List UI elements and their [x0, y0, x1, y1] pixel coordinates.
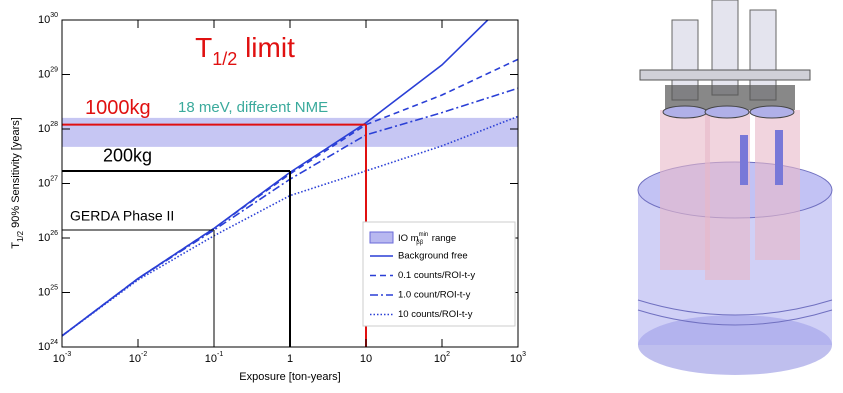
- legend-band-name: IO m: [398, 233, 419, 244]
- chart-title: T1/2 limit: [195, 32, 295, 68]
- x-tick-label: 1: [287, 353, 293, 365]
- x-axis-label: Exposure [ton-years]: [239, 371, 341, 383]
- legend-band-sup: min: [419, 232, 429, 238]
- tick-exp: 29: [50, 66, 58, 73]
- tick-exp: 2: [446, 351, 450, 358]
- x-tick-label: 103: [510, 351, 526, 365]
- tick-base: 10: [38, 232, 50, 244]
- y-tick-label: 1026: [38, 230, 58, 244]
- tick-exp: 25: [50, 284, 58, 291]
- y-tick-label: 1028: [38, 121, 58, 135]
- legend-label: 1.0 count/ROI-t-y: [398, 290, 471, 301]
- x-tick-label: 102: [434, 351, 450, 365]
- y-tick-label: 1030: [38, 12, 58, 26]
- y-tick-label: 1027: [38, 175, 58, 189]
- legend-label: IO mmin ββ range: [398, 232, 456, 246]
- series-line: [62, 58, 518, 337]
- y-tick-label: 1025: [38, 284, 58, 298]
- tick-base: 10: [434, 353, 446, 365]
- legend-label: 0.1 counts/ROI-t-y: [398, 270, 475, 281]
- tick-base: 10: [38, 341, 50, 353]
- y-label-tail: 90% Sensitivity [years]: [10, 117, 22, 231]
- tick-base: 10: [205, 353, 217, 365]
- tick-base: 10: [53, 353, 65, 365]
- y-tick-label: 1029: [38, 66, 58, 80]
- x-tick-label: 10-3: [53, 351, 72, 365]
- tick-base: 10: [38, 177, 50, 189]
- legend-label: 10 counts/ROI-t-y: [398, 309, 473, 320]
- tick-exp: 28: [50, 121, 58, 128]
- tick-exp: 27: [50, 175, 58, 182]
- tick-exp: -3: [65, 351, 71, 358]
- tick-base: 10: [38, 68, 50, 80]
- tick-exp: 30: [50, 12, 58, 19]
- legend-swatch: [369, 231, 394, 244]
- tick-base: 10: [510, 353, 522, 365]
- title-main: T: [195, 32, 212, 63]
- y-axis-label: T1/2 90% Sensitivity [years]: [10, 117, 25, 249]
- tick-exp: -1: [217, 351, 223, 358]
- tick-exp: 24: [50, 339, 58, 346]
- y-label-sub: 1/2: [16, 230, 25, 242]
- reference-label: 200kg: [103, 146, 152, 166]
- reference-label: GERDA Phase II: [70, 208, 174, 224]
- y-tick-label: 1024: [38, 339, 58, 353]
- tick-base: 10: [129, 353, 141, 365]
- legend-band-sub: ββ: [416, 240, 423, 246]
- legend-band-tail: range: [429, 233, 456, 244]
- tick-exp: 26: [50, 230, 58, 237]
- x-tick-label: 10-1: [205, 351, 224, 365]
- x-tick-label: 10-2: [129, 351, 148, 365]
- tick-exp: 3: [522, 351, 526, 358]
- annotation: 18 meV, different NME: [178, 99, 328, 116]
- x-tick-label: 10: [360, 353, 372, 365]
- title-tail: limit: [237, 32, 295, 63]
- reference-label: 1000kg: [85, 97, 151, 119]
- tick-exp: -2: [141, 351, 147, 358]
- title-sub: 1/2: [212, 49, 237, 69]
- series-line: [62, 115, 518, 337]
- y-label-main: T: [10, 242, 22, 249]
- band: [62, 117, 518, 147]
- detector-illustration: [637, 0, 833, 375]
- plot-area: [62, 20, 518, 337]
- tick-base: 10: [38, 14, 50, 26]
- tick-base: 10: [38, 123, 50, 135]
- tick-base: 10: [38, 286, 50, 298]
- legend-label: Background free: [398, 251, 468, 262]
